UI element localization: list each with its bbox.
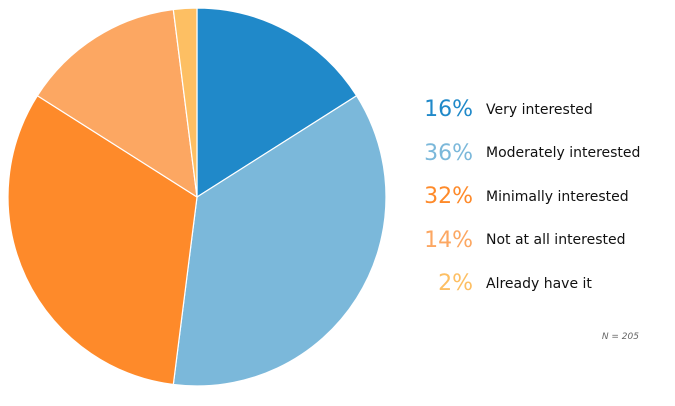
- legend-item-not-at-all-interested: 14% Not at all interested: [400, 219, 670, 263]
- legend-percent: 16%: [424, 97, 473, 123]
- pie-chart: [7, 7, 387, 387]
- legend-item-already-have-it: 2% Already have it: [400, 262, 670, 306]
- pie-slice-not-at-all-interested: [36, 8, 198, 199]
- pie-slice-minimally-interested: [7, 94, 198, 386]
- legend-percent: 32%: [424, 184, 473, 210]
- legend-label: Already have it: [486, 275, 592, 292]
- sample-size-note: N = 205: [601, 332, 639, 342]
- legend-label: Not at all interested: [486, 232, 626, 249]
- pie-slice-moderately-interested: [172, 94, 387, 387]
- legend-item-very-interested: 16% Very interested: [400, 88, 670, 132]
- legend-percent: 36%: [424, 140, 473, 166]
- legend-label: Moderately interested: [486, 145, 641, 162]
- legend-label: Minimally interested: [486, 188, 629, 205]
- legend-item-moderately-interested: 36% Moderately interested: [400, 132, 670, 176]
- pie-slice-already-have-it: [172, 7, 198, 198]
- legend-item-minimally-interested: 32% Minimally interested: [400, 175, 670, 219]
- legend-percent: 2%: [438, 271, 473, 297]
- legend-percent: 14%: [424, 227, 473, 253]
- pie-slice-very-interested: [196, 7, 358, 199]
- legend: 16% Very interested 36% Moderately inter…: [400, 88, 670, 306]
- legend-label: Very interested: [486, 101, 593, 118]
